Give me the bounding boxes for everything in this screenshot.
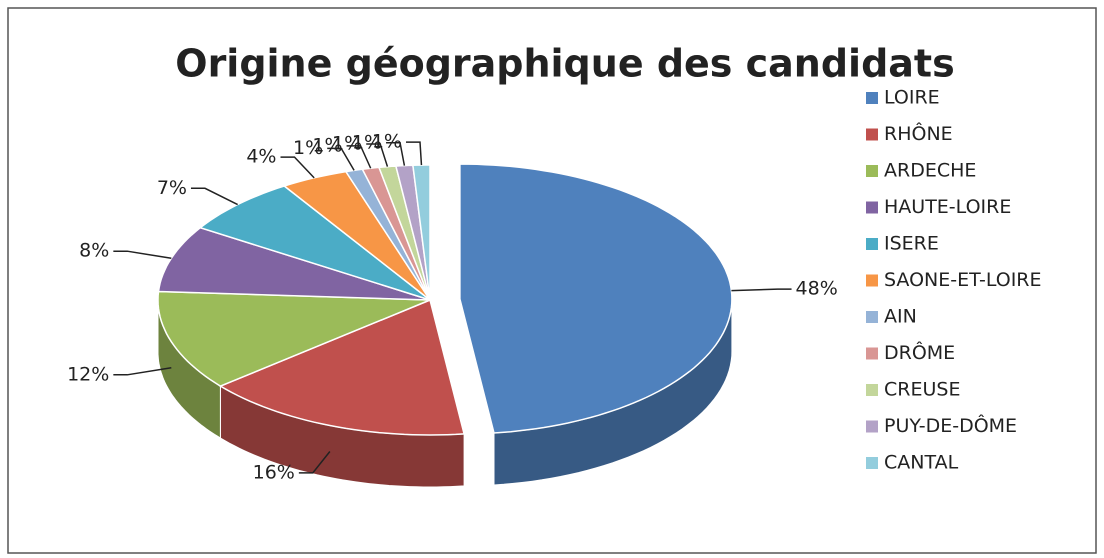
leader-line: [113, 366, 172, 376]
pie-slice: [412, 164, 431, 301]
legend-swatch: [866, 311, 878, 323]
data-label: 1%: [312, 134, 342, 156]
legend-label: HAUTE-LOIRE: [884, 196, 1011, 218]
leader-line: [327, 147, 355, 171]
data-label: 1%: [332, 132, 362, 154]
pie-slice: [157, 290, 431, 387]
legend-swatch: [866, 128, 878, 141]
legend-label: PUY-DE-DÔME: [884, 413, 1017, 437]
data-label: 8%: [79, 240, 109, 262]
legend-swatch: [866, 457, 878, 469]
legend-swatch: [866, 201, 878, 214]
legend-label: AIN: [884, 306, 917, 328]
legend-label: LOIRE: [884, 87, 940, 109]
legend-swatch: [866, 238, 878, 250]
data-label: 1%: [293, 137, 323, 159]
leader-line: [280, 156, 315, 179]
legend-label: SAONE-ET-LOIRE: [884, 269, 1042, 291]
legend-swatch: [866, 274, 878, 287]
data-label: 16%: [253, 461, 295, 483]
data-label: 48%: [796, 278, 838, 300]
leader-line: [298, 451, 331, 474]
legend-swatch: [866, 384, 878, 396]
legend-label: RHÔNE: [884, 121, 953, 145]
leader-line: [731, 288, 792, 292]
legend-label: ISERE: [884, 233, 939, 255]
data-label: 1%: [372, 131, 402, 153]
leader-line: [366, 143, 389, 167]
legend-swatch: [866, 347, 878, 360]
legend-label: CANTAL: [884, 452, 959, 474]
pie-slice: [459, 163, 733, 434]
leader-line: [386, 142, 406, 166]
legend-swatch: [866, 420, 878, 433]
legend-swatch: [866, 92, 878, 104]
legend-label: CREUSE: [884, 379, 960, 401]
pie-slice: [198, 185, 431, 301]
data-label: 1%: [352, 131, 382, 153]
leader-line: [190, 187, 239, 206]
data-label: 4%: [246, 146, 276, 168]
pie-slice: [218, 298, 466, 436]
legend-label: ARDECHE: [884, 160, 976, 182]
leader-line: [406, 141, 423, 166]
leader-line: [113, 250, 172, 260]
data-label: 7%: [157, 177, 187, 199]
legend-swatch: [866, 165, 878, 177]
leader-line: [346, 145, 372, 169]
chart-title: Origine géographique des candidats: [175, 42, 954, 86]
legend-label: DRÔME: [884, 340, 955, 364]
data-label: 12%: [67, 363, 109, 385]
